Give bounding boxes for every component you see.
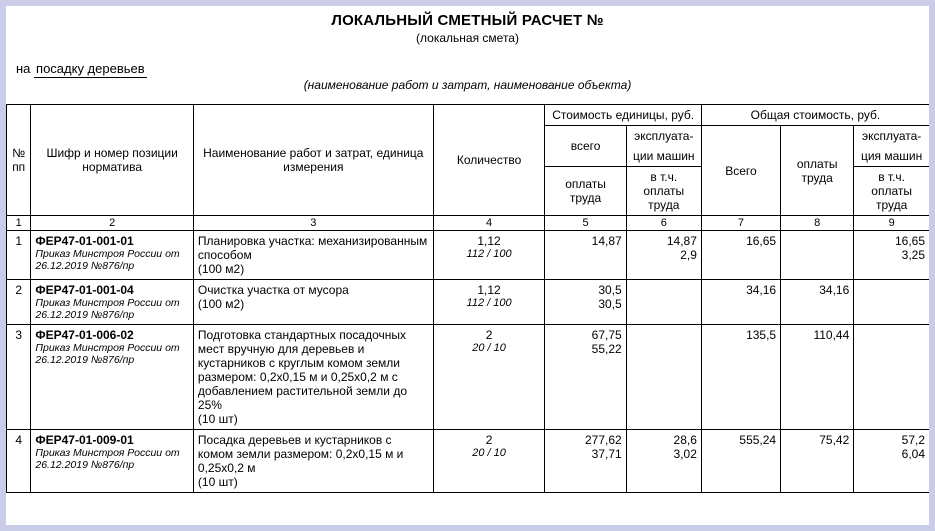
th-unit-cost: Стоимость единицы, руб.	[545, 105, 701, 126]
colnum: 4	[433, 216, 545, 231]
topic-value: посадку деревьев	[34, 61, 147, 78]
colnum: 6	[626, 216, 701, 231]
cell-5: 277,6237,71	[545, 430, 626, 493]
cell-name: Планировка участка: механизированным спо…	[193, 231, 433, 280]
cell-6	[626, 325, 701, 430]
th-oplaty-unit: оплаты труда	[545, 167, 626, 216]
cell-n: 1	[7, 231, 31, 280]
cell-n: 4	[7, 430, 31, 493]
th-total-cost: Общая стоимость, руб.	[701, 105, 929, 126]
cell-9	[854, 280, 929, 325]
th-ekspl2: ции машин	[626, 146, 701, 167]
th-vtch-total: в т.ч. оплаты труда	[854, 167, 929, 216]
table-row: 3ФЕР47-01-006-02Приказ Минстроя России о…	[7, 325, 930, 430]
cell-8: 75,42	[781, 430, 854, 493]
topic-caption: (наименование работ и затрат, наименован…	[6, 78, 929, 92]
th-ekspl1: эксплуата-	[626, 126, 701, 147]
document-header: ЛОКАЛЬНЫЙ СМЕТНЫЙ РАСЧЕТ № (локальная см…	[6, 6, 929, 45]
colnum: 8	[781, 216, 854, 231]
cell-name: Подготовка стандартных посадочных мест в…	[193, 325, 433, 430]
cell-qty: 1,12112 / 100	[433, 231, 545, 280]
document-subtitle: (локальная смета)	[6, 31, 929, 45]
cell-qty: 1,12112 / 100	[433, 280, 545, 325]
cell-n: 2	[7, 280, 31, 325]
cell-n: 3	[7, 325, 31, 430]
cell-6: 28,63,02	[626, 430, 701, 493]
cell-6: 14,872,9	[626, 231, 701, 280]
table-row: 4ФЕР47-01-009-01Приказ Минстроя России о…	[7, 430, 930, 493]
cell-7: 555,24	[701, 430, 780, 493]
th-code: Шифр и номер позиции норматива	[31, 105, 194, 216]
th-ekspl2b: ция машин	[854, 146, 929, 167]
th-oplaty-total: оплаты труда	[781, 126, 854, 216]
colnum: 9	[854, 216, 929, 231]
work-topic-row: на посадку деревьев	[16, 61, 929, 76]
cell-qty: 220 / 10	[433, 430, 545, 493]
cell-name: Очистка участка от мусора(100 м2)	[193, 280, 433, 325]
document-title: ЛОКАЛЬНЫЙ СМЕТНЫЙ РАСЧЕТ №	[6, 12, 929, 29]
cell-5: 67,7555,22	[545, 325, 626, 430]
cell-7: 34,16	[701, 280, 780, 325]
th-name: Наименование работ и затрат, единица изм…	[193, 105, 433, 216]
colnum: 5	[545, 216, 626, 231]
cell-code: ФЕР47-01-006-02Приказ Минстроя России от…	[31, 325, 194, 430]
topic-label: на	[16, 61, 34, 76]
cell-7: 16,65	[701, 231, 780, 280]
colnum: 2	[31, 216, 194, 231]
table-row: 1ФЕР47-01-001-01Приказ Минстроя России о…	[7, 231, 930, 280]
estimate-table: № пп Шифр и номер позиции норматива Наим…	[6, 104, 929, 493]
th-vsego-unit: всего	[545, 126, 626, 167]
th-vtch-unit: в т.ч. оплаты труда	[626, 167, 701, 216]
cell-9: 57,26,04	[854, 430, 929, 493]
cell-code: ФЕР47-01-001-01Приказ Минстроя России от…	[31, 231, 194, 280]
cell-5: 14,87	[545, 231, 626, 280]
table-row: 2ФЕР47-01-001-04Приказ Минстроя России о…	[7, 280, 930, 325]
column-number-row: 1 2 3 4 5 6 7 8 9	[7, 216, 930, 231]
th-qty: Количество	[433, 105, 545, 216]
th-ekspl1b: эксплуата-	[854, 126, 929, 147]
cell-6	[626, 280, 701, 325]
th-npp: № пп	[7, 105, 31, 216]
cell-5: 30,530,5	[545, 280, 626, 325]
colnum: 1	[7, 216, 31, 231]
table-head: № пп Шифр и номер позиции норматива Наим…	[7, 105, 930, 231]
cell-8	[781, 231, 854, 280]
cell-9: 16,653,25	[854, 231, 929, 280]
th-Vsego-total: Всего	[701, 126, 780, 216]
cell-7: 135,5	[701, 325, 780, 430]
colnum: 3	[193, 216, 433, 231]
colnum: 7	[701, 216, 780, 231]
cell-name: Посадка деревьев и кустарников с комом з…	[193, 430, 433, 493]
cell-code: ФЕР47-01-001-04Приказ Минстроя России от…	[31, 280, 194, 325]
cell-qty: 220 / 10	[433, 325, 545, 430]
cell-9	[854, 325, 929, 430]
table-body: 1ФЕР47-01-001-01Приказ Минстроя России о…	[7, 231, 930, 493]
cell-code: ФЕР47-01-009-01Приказ Минстроя России от…	[31, 430, 194, 493]
cell-8: 110,44	[781, 325, 854, 430]
estimate-sheet: ЛОКАЛЬНЫЙ СМЕТНЫЙ РАСЧЕТ № (локальная см…	[6, 6, 929, 525]
cell-8: 34,16	[781, 280, 854, 325]
